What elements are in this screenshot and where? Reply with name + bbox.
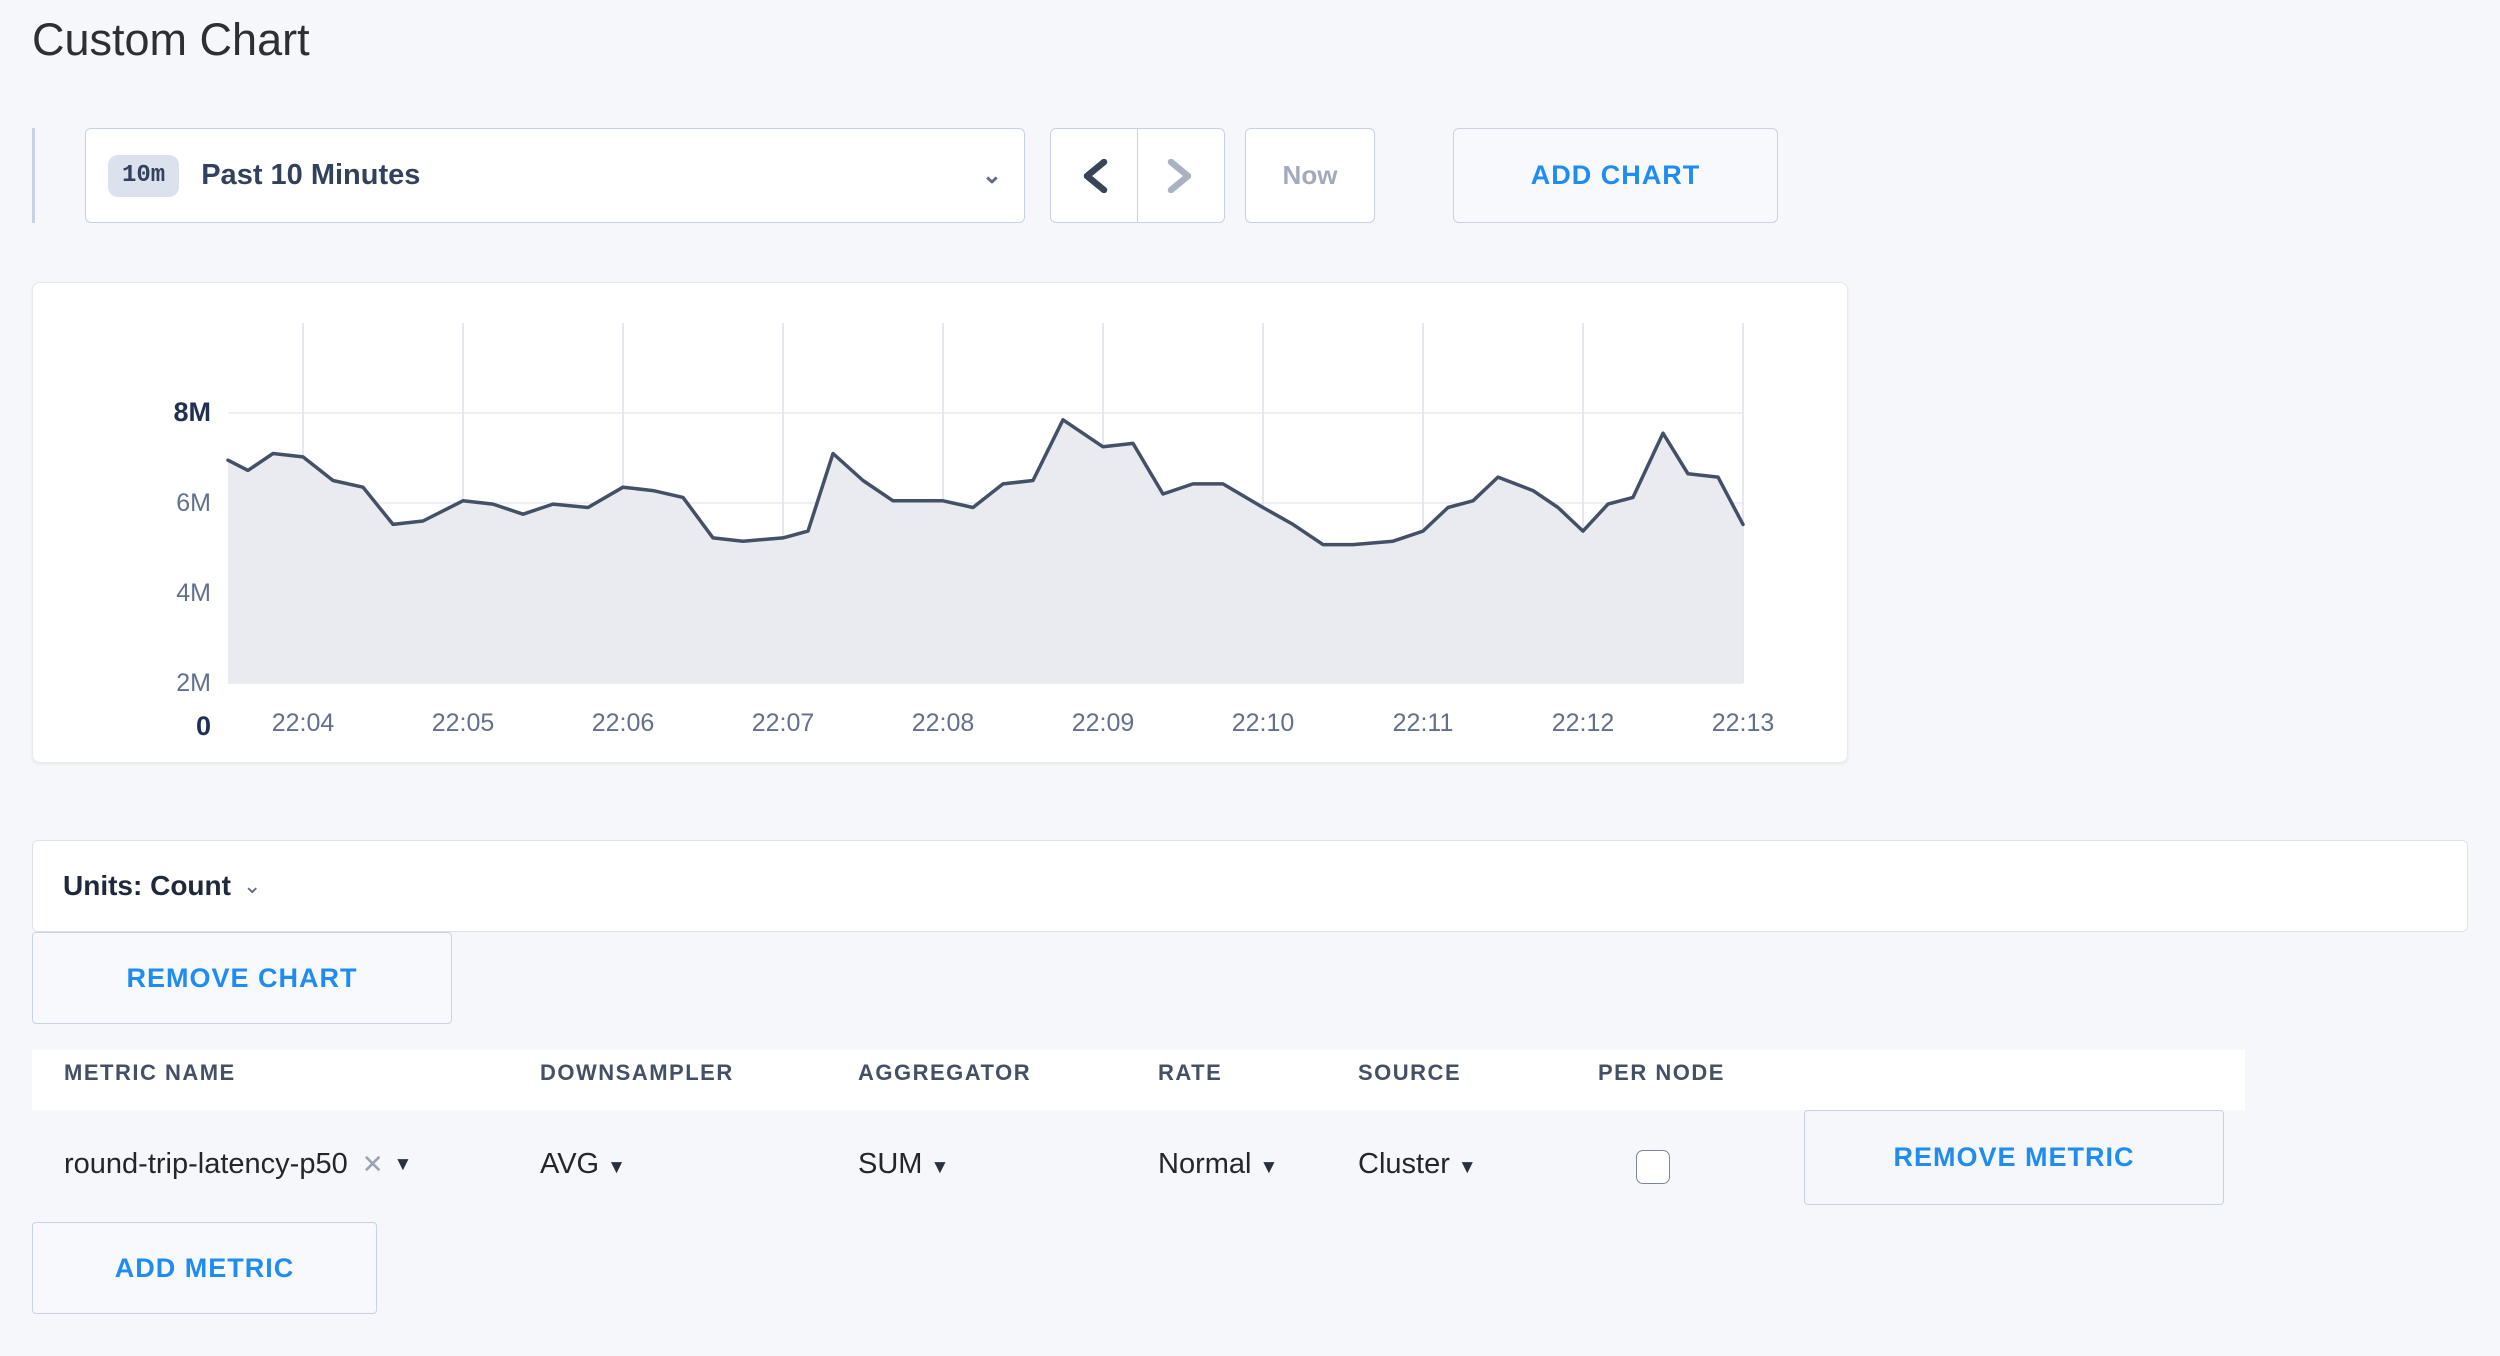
svg-text:6M: 6M — [176, 489, 211, 517]
svg-text:8M: 8M — [173, 397, 211, 427]
svg-text:0: 0 — [196, 711, 211, 741]
svg-text:22:13: 22:13 — [1712, 709, 1775, 737]
svg-text:2M: 2M — [176, 669, 211, 697]
svg-text:22:07: 22:07 — [752, 709, 815, 737]
svg-text:22:08: 22:08 — [912, 709, 975, 737]
svg-text:22:04: 22:04 — [272, 709, 335, 737]
svg-text:22:12: 22:12 — [1552, 709, 1615, 737]
svg-text:22:09: 22:09 — [1072, 709, 1135, 737]
svg-text:22:11: 22:11 — [1393, 709, 1454, 737]
svg-text:4M: 4M — [176, 579, 211, 607]
svg-text:22:05: 22:05 — [432, 709, 495, 737]
svg-text:22:10: 22:10 — [1232, 709, 1295, 737]
svg-text:22:06: 22:06 — [592, 709, 655, 737]
